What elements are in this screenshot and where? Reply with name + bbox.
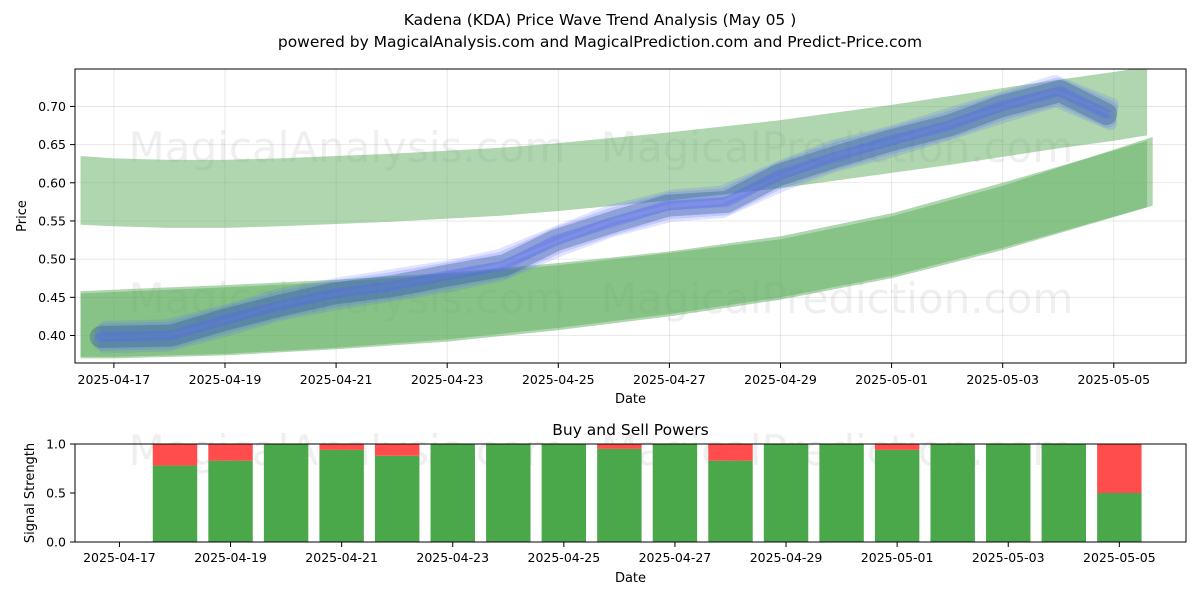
buy-bar bbox=[874, 449, 920, 542]
x-tick-label: 2025-04-23 bbox=[411, 372, 484, 387]
y-tick-label: 0.50 bbox=[38, 252, 66, 267]
buy-bar bbox=[541, 444, 587, 542]
buy-bar bbox=[1041, 444, 1087, 542]
buy-bar bbox=[930, 444, 975, 542]
chart-title-line1: Kadena (KDA) Price Wave Trend Analysis (… bbox=[404, 11, 797, 29]
buy-bar bbox=[1097, 493, 1142, 542]
y-axis-label: Signal Strength bbox=[23, 443, 38, 543]
buy-bar bbox=[263, 444, 309, 542]
chart-title-line2: powered by MagicalAnalysis.com and Magic… bbox=[278, 33, 922, 51]
price-plot-area bbox=[80, 69, 1153, 359]
y-tick-label: 0.70 bbox=[38, 99, 66, 114]
y-axis-label: Price bbox=[15, 200, 30, 232]
x-tick-label: 2025-04-29 bbox=[744, 372, 817, 387]
x-tick-label: 2025-04-17 bbox=[83, 550, 156, 565]
x-axis-label: Date bbox=[615, 571, 646, 586]
wave-trace bbox=[94, 77, 1118, 342]
x-tick-label: 2025-04-17 bbox=[78, 372, 151, 387]
y-tick-label: 0.60 bbox=[38, 175, 66, 190]
y-tick-label: 1.0 bbox=[46, 437, 66, 452]
buy-bar bbox=[597, 448, 642, 542]
buy-bar bbox=[819, 444, 864, 542]
y-tick-label: 0.55 bbox=[38, 213, 66, 228]
x-tick-label: 2025-05-03 bbox=[972, 550, 1045, 565]
x-tick-label: 2025-04-23 bbox=[416, 550, 489, 565]
x-axis-label: Date bbox=[615, 392, 646, 407]
buy-bar bbox=[430, 444, 475, 542]
upper-band bbox=[80, 69, 1148, 228]
x-tick-label: 2025-04-19 bbox=[194, 550, 267, 565]
wave-trace bbox=[99, 74, 1119, 335]
x-tick-label: 2025-05-01 bbox=[855, 372, 928, 387]
x-tick-label: 2025-05-05 bbox=[1083, 550, 1156, 565]
buy-bar bbox=[319, 449, 364, 542]
sell-bar bbox=[208, 444, 253, 461]
sell-bar bbox=[708, 444, 753, 461]
lower-band-2 bbox=[80, 136, 1153, 359]
y-tick-label: 0.0 bbox=[46, 535, 66, 550]
y-tick-label: 0.65 bbox=[38, 137, 66, 152]
buy-bar bbox=[763, 444, 809, 542]
x-tick-label: 2025-05-01 bbox=[861, 550, 934, 565]
signal-chart-title: Buy and Sell Powers bbox=[552, 421, 709, 439]
x-tick-label: 2025-05-05 bbox=[1077, 372, 1150, 387]
x-tick-label: 2025-04-21 bbox=[305, 550, 378, 565]
buy-bar bbox=[208, 460, 253, 542]
sell-bar bbox=[319, 444, 364, 450]
sell-bar bbox=[374, 444, 420, 456]
wave-trace bbox=[97, 93, 1118, 354]
x-tick-label: 2025-04-27 bbox=[639, 550, 712, 565]
x-tick-label: 2025-04-21 bbox=[300, 372, 373, 387]
buy-bar bbox=[374, 455, 420, 542]
x-tick-label: 2025-04-25 bbox=[528, 550, 601, 565]
x-tick-label: 2025-04-29 bbox=[750, 550, 823, 565]
y-tick-label: 0.5 bbox=[46, 486, 66, 501]
price-chart: MagicalAnalysis.comMagicalPrediction.com… bbox=[15, 68, 1187, 407]
sell-bar bbox=[597, 444, 642, 449]
x-tick-label: 2025-05-03 bbox=[966, 372, 1039, 387]
x-tick-label: 2025-04-19 bbox=[189, 372, 262, 387]
buy-bar bbox=[986, 444, 1031, 542]
wave-trace bbox=[89, 80, 1118, 349]
wave-trace bbox=[93, 86, 1117, 351]
price-plot-frame bbox=[74, 68, 1187, 364]
buy-bar bbox=[486, 444, 531, 542]
x-tick-label: 2025-04-25 bbox=[522, 372, 595, 387]
signal-chart: Buy and Sell PowersMagicalAnalysis.comMa… bbox=[23, 421, 1187, 586]
y-tick-label: 0.45 bbox=[38, 290, 66, 305]
buy-bar bbox=[708, 460, 753, 542]
buy-bar bbox=[152, 465, 198, 542]
x-tick-label: 2025-04-27 bbox=[633, 372, 706, 387]
sell-bar bbox=[1097, 444, 1142, 493]
sell-bar bbox=[874, 444, 920, 450]
wave-trace bbox=[94, 86, 1110, 343]
y-tick-label: 0.40 bbox=[38, 328, 66, 343]
sell-bar bbox=[152, 444, 198, 466]
buy-bar bbox=[652, 444, 698, 542]
